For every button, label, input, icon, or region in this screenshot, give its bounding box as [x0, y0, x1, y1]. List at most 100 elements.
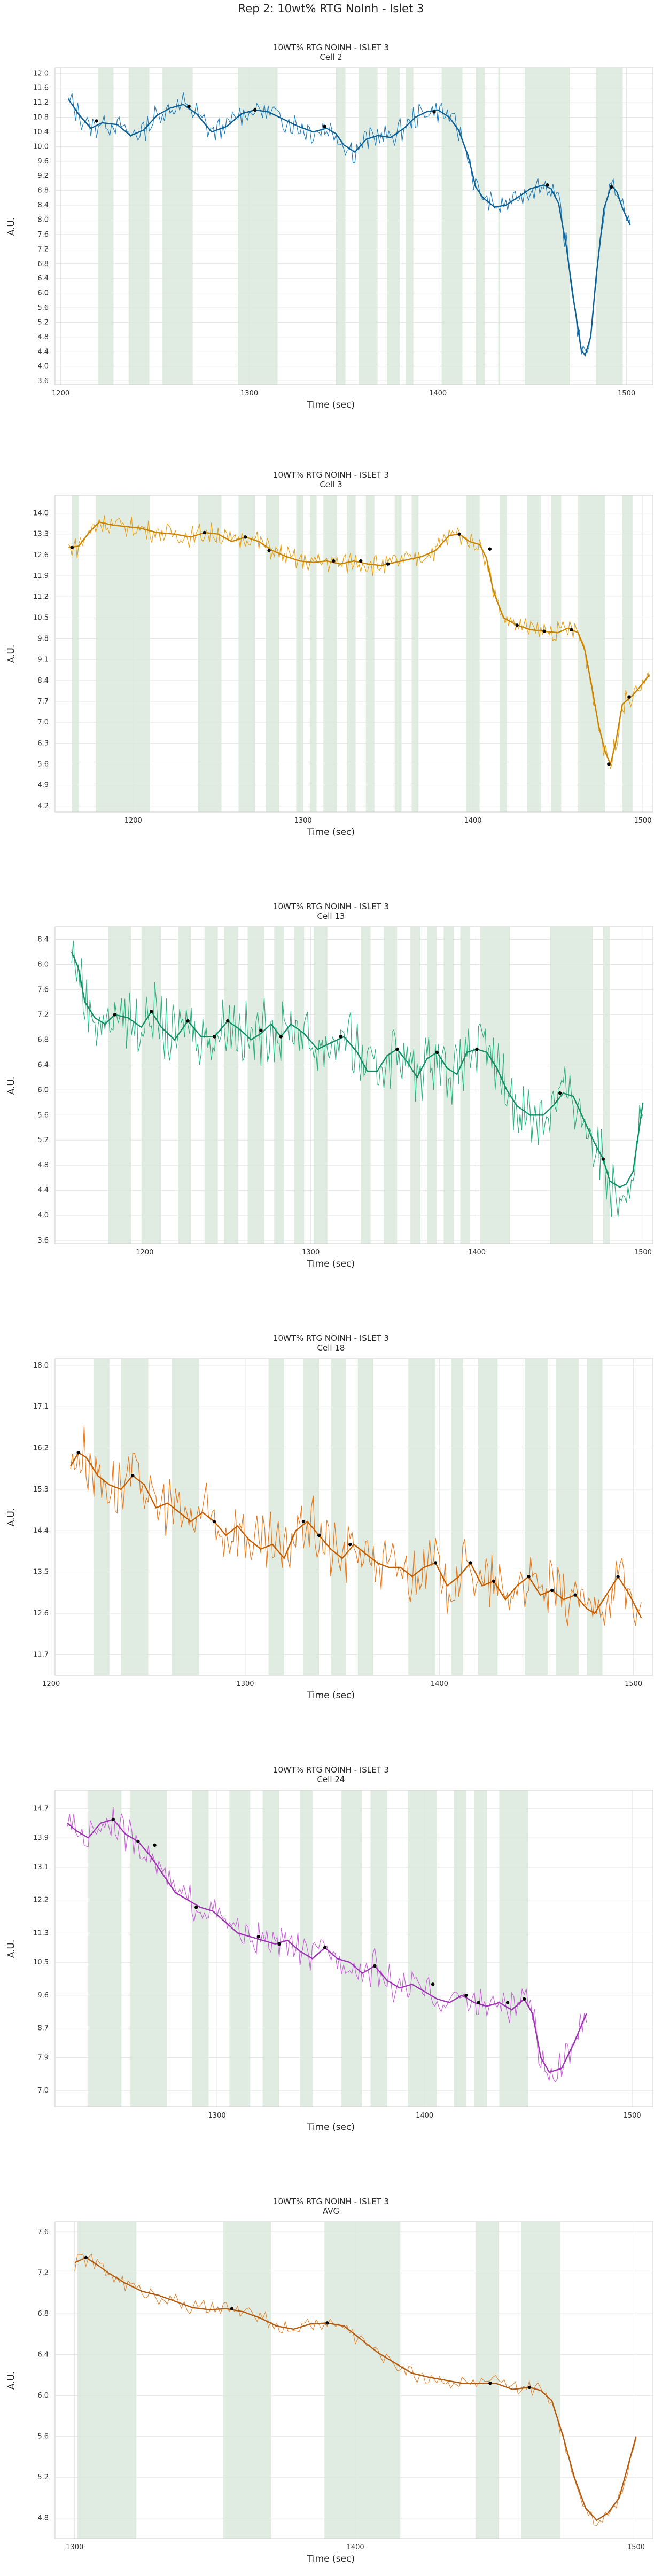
chart-title: 10WT% RTG NOINH - ISLET 3: [272, 902, 390, 911]
x-tick-label: 1400: [347, 2543, 364, 2551]
y-tick-label: 8.7: [37, 2025, 49, 2033]
chart-title: 10WT% RTG NOINH - ISLET 3: [272, 43, 390, 52]
y-tick-label: 6.0: [37, 1086, 49, 1094]
chart-title: 10WT% RTG NOINH - ISLET 3: [272, 1765, 390, 1775]
shaded-interval: [198, 495, 222, 812]
peak-marker: [323, 124, 326, 128]
shaded-interval: [411, 495, 419, 812]
shaded-interval: [476, 2222, 499, 2539]
y-tick-label: 5.6: [37, 760, 49, 768]
shaded-interval: [223, 2222, 271, 2539]
peak-marker: [527, 2385, 532, 2390]
x-tick-label: 1500: [618, 389, 635, 397]
peak-marker: [601, 1157, 605, 1161]
x-axis-label: Time (sec): [307, 1259, 355, 1269]
plot-frame: [54, 67, 653, 385]
shaded-interval: [72, 495, 79, 812]
smoothed-signal-line: [67, 98, 631, 357]
y-tick-label: 6.4: [37, 275, 49, 283]
shaded-interval: [527, 495, 541, 812]
y-tick-label: 4.8: [37, 2515, 49, 2523]
y-axis-label: A.U.: [6, 1076, 17, 1095]
shaded-interval: [410, 927, 420, 1244]
peak-marker: [194, 1906, 198, 1909]
y-tick-label: 12.0: [33, 69, 49, 77]
peak-marker: [542, 629, 546, 633]
y-tick-label: 16.2: [33, 1445, 49, 1453]
x-tick-label: 1200: [124, 817, 142, 825]
x-axis-label: Time (sec): [307, 827, 355, 838]
y-tick-label: 11.2: [33, 593, 49, 601]
y-tick-label: 14.4: [33, 1527, 49, 1535]
peak-marker: [253, 108, 257, 112]
x-tick-label: 1500: [625, 1680, 642, 1688]
y-tick-label: 7.9: [37, 2054, 49, 2062]
shaded-interval: [441, 68, 463, 385]
peak-marker: [95, 119, 98, 123]
peak-marker: [492, 1579, 496, 1583]
chart-panel: 10WT% RTG NOINH - ISLET 3 Cell 13 3.6 4.0 4.…: [0, 902, 662, 1281]
y-tick-label: 3.6: [37, 1237, 49, 1245]
x-tick-label: 1300: [208, 2112, 226, 2120]
raw-signal-line: [71, 940, 643, 1217]
chart-panel: 10WT% RTG NOINH - ISLET 3 Cell 2 3.6 4.0 4.4…: [0, 43, 662, 422]
y-tick-label: 4.4: [37, 348, 49, 356]
y-tick-label: 5.6: [37, 2433, 49, 2441]
x-axis-label: Time (sec): [307, 2554, 355, 2564]
peak-marker: [558, 1091, 562, 1095]
shaded-interval: [266, 495, 279, 812]
x-axis-label: Time (sec): [307, 400, 355, 410]
x-tick-label: 1300: [302, 1248, 320, 1256]
y-tick-label: 4.8: [37, 1161, 49, 1169]
peak-marker: [546, 183, 549, 187]
y-tick-label: 4.9: [37, 782, 49, 790]
y-tick-label: 13.9: [33, 1834, 49, 1842]
shaded-interval: [341, 1790, 363, 2107]
plot-frame: [54, 926, 653, 1244]
x-tick-label: 1300: [236, 1680, 254, 1688]
shaded-interval: [550, 927, 594, 1244]
y-tick-label: 10.5: [33, 1958, 49, 1966]
y-tick-label: 5.2: [37, 2473, 49, 2481]
y-tick-label: 12.6: [33, 551, 49, 559]
shaded-interval: [525, 1359, 548, 1675]
y-tick-label: 5.2: [37, 1136, 49, 1144]
shaded-interval: [162, 68, 193, 385]
y-tick-label: 7.2: [37, 2269, 49, 2277]
shaded-interval: [347, 495, 356, 812]
peak-marker: [570, 628, 573, 631]
peak-marker: [348, 1542, 352, 1547]
peak-marker: [256, 1935, 260, 1939]
peak-marker: [113, 1013, 117, 1017]
chart-panel: 10WT% RTG NOINH - ISLET 3 Cell 18 11.7 12.6…: [0, 1333, 662, 1713]
shaded-interval: [622, 495, 633, 812]
plot-frame: [54, 2221, 653, 2539]
peak-marker: [243, 535, 247, 539]
shaded-interval: [587, 1359, 603, 1675]
peak-marker: [277, 1942, 281, 1946]
y-axis-label: A.U.: [6, 2371, 17, 2390]
peak-marker: [573, 1593, 577, 1597]
y-tick-label: 10.5: [33, 614, 49, 622]
y-tick-label: 5.6: [37, 1111, 49, 1119]
peak-marker: [136, 1839, 140, 1844]
shaded-interval: [454, 1790, 466, 2107]
chart-svg: 4.8 5.2 5.6 6.0 6.4 6.8 7.2 7.6 1300 1400 1500: [37, 2221, 653, 2551]
peak-marker: [187, 104, 191, 108]
shaded-interval: [238, 68, 278, 385]
shaded-interval: [360, 927, 371, 1244]
peak-marker: [259, 1028, 263, 1032]
x-axis-label: Time (sec): [307, 1690, 355, 1701]
shaded-interval: [359, 68, 378, 385]
shaded-interval: [314, 927, 328, 1244]
y-tick-label: 8.0: [37, 216, 49, 224]
shaded-interval: [408, 1790, 437, 2107]
peak-marker: [213, 1035, 216, 1039]
shaded-interval: [300, 1790, 313, 2107]
x-tick-label: 1500: [627, 2543, 645, 2551]
peak-marker: [477, 2001, 480, 2004]
y-tick-label: 10.0: [33, 143, 49, 151]
y-axis-label: A.U.: [6, 217, 17, 236]
chart-subtitle: AVG: [322, 2206, 340, 2216]
peak-marker: [616, 1575, 620, 1579]
